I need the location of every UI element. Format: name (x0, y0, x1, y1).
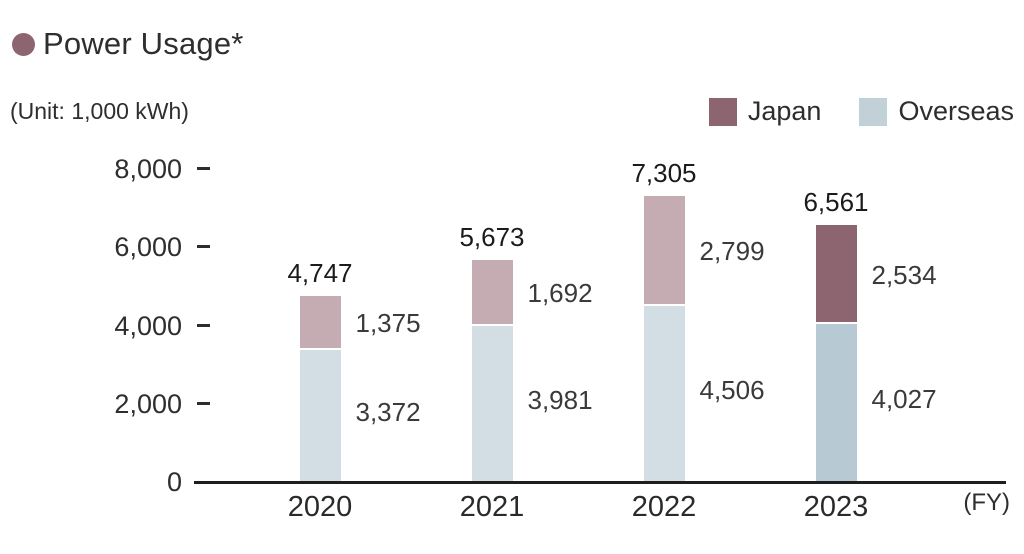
japan-value-label: 1,692 (527, 278, 593, 309)
page-header: Power Usage* (12, 26, 244, 62)
japan-segment (815, 225, 857, 323)
legend-swatch-japan (708, 97, 737, 126)
overseas-value-label: 4,027 (871, 384, 937, 415)
y-axis-tick-label: 6,000 (114, 232, 182, 263)
overseas-segment (643, 305, 685, 482)
total-value-label: 7,305 (631, 158, 697, 189)
total-value-label: 6,561 (803, 187, 869, 218)
x-axis-label: 2023 (803, 491, 869, 523)
y-axis-tick (197, 167, 210, 170)
page-title: Power Usage* (43, 26, 244, 61)
overseas-value-label: 3,981 (527, 385, 593, 416)
japan-segment (643, 196, 685, 304)
chart-legend: Japan Overseas (708, 96, 1014, 127)
y-axis-tick-label: 2,000 (114, 388, 182, 419)
title-bullet-icon (12, 32, 35, 56)
y-axis-tick (197, 401, 210, 405)
x-axis-label: 2021 (459, 491, 525, 523)
x-axis-label: 2022 (631, 491, 697, 523)
y-axis-tick (197, 245, 210, 249)
x-axis-label: 2020 (287, 491, 353, 523)
japan-value-label: 1,375 (355, 308, 421, 339)
legend-swatch-overseas (859, 97, 888, 126)
legend-label-overseas: Overseas (898, 96, 1014, 126)
overseas-segment (815, 324, 857, 482)
overseas-segment (299, 350, 341, 482)
total-value-label: 5,673 (459, 222, 525, 253)
y-axis-tick-label: 8,000 (114, 154, 182, 184)
y-axis-tick (197, 323, 210, 327)
overseas-value-label: 3,372 (355, 397, 421, 428)
legend-label-japan: Japan (747, 96, 822, 126)
x-axis-line (194, 481, 1006, 484)
legend-item-overseas: Overseas (859, 96, 1014, 127)
total-value-label: 4,747 (287, 258, 353, 289)
y-axis-tick-label: 4,000 (114, 310, 182, 341)
japan-segment (471, 260, 513, 325)
japan-value-label: 2,799 (699, 235, 765, 266)
japan-segment (299, 296, 341, 349)
japan-value-label: 2,534 (871, 259, 937, 290)
legend-item-japan: Japan (708, 96, 822, 127)
y-axis-tick-label: 0 (166, 467, 182, 497)
unit-label: (Unit: 1,000 kWh) (10, 98, 189, 124)
x-axis-unit-label: (FY) (963, 489, 1010, 516)
overseas-segment (471, 326, 513, 482)
overseas-value-label: 4,506 (699, 374, 765, 405)
